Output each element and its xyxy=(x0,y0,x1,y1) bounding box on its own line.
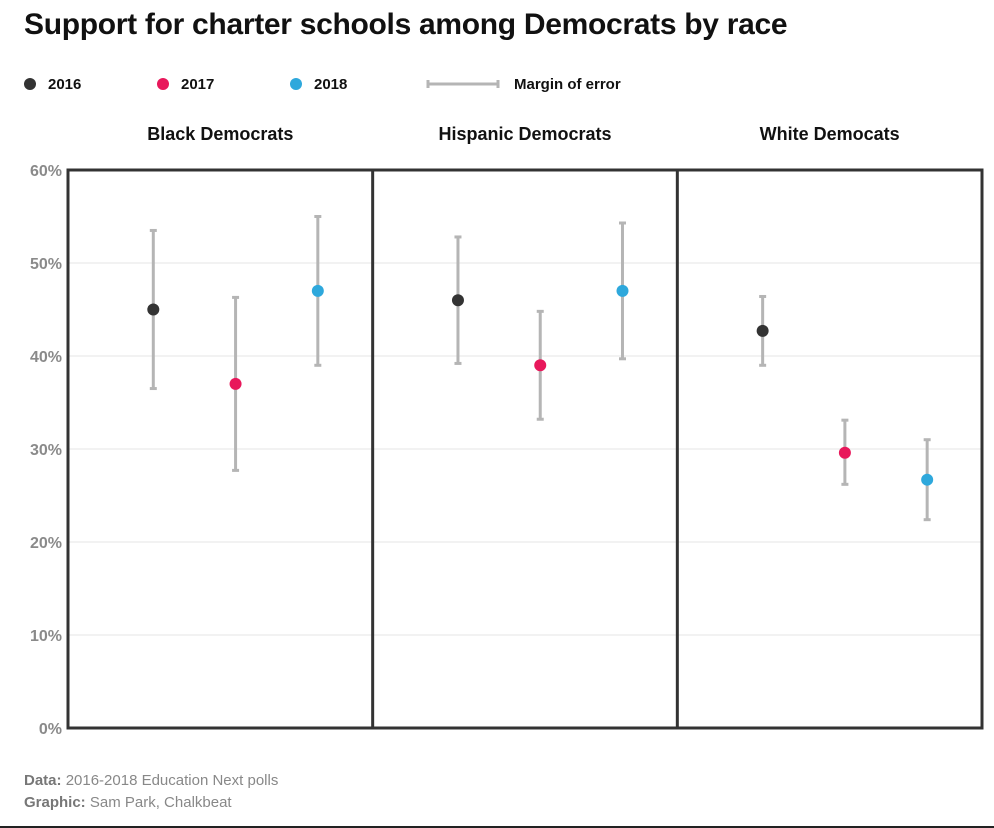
legend-item-2016: 2016 xyxy=(24,72,81,96)
footer-data-label: Data: xyxy=(24,772,62,789)
y-tick-label-60: 60% xyxy=(30,163,62,180)
legend-item-2018: 2018 xyxy=(290,72,347,96)
legend-dot-2018 xyxy=(290,78,302,90)
y-tick-label-40: 40% xyxy=(30,349,62,366)
legend-item-2017: 2017 xyxy=(157,72,214,96)
bottom-rule xyxy=(0,826,994,828)
y-tick-label-0: 0% xyxy=(39,721,62,738)
data-point-0-2016 xyxy=(147,303,160,316)
footer-data-text: 2016-2018 Education Next polls xyxy=(65,772,279,789)
y-tick-label-20: 20% xyxy=(30,535,62,552)
legend-dot-2017 xyxy=(157,78,169,90)
y-tick-label-50: 50% xyxy=(30,256,62,273)
data-point-2-2018 xyxy=(921,473,934,486)
footer-data-line: Data: 2016-2018 Education Next polls xyxy=(24,772,278,789)
data-point-1-2018 xyxy=(616,284,629,297)
y-tick-label-30: 30% xyxy=(30,442,62,459)
plot-frame xyxy=(66,168,984,730)
legend-label-2016: 2016 xyxy=(48,75,82,93)
footer-graphic-line: Graphic: Sam Park, Chalkbeat xyxy=(24,794,232,811)
footer-graphic-label: Graphic: xyxy=(24,794,86,811)
data-point-0-2018 xyxy=(311,284,324,297)
data-point-2-2017 xyxy=(838,446,851,459)
data-point-1-2016 xyxy=(451,294,464,307)
legend-label-2018: 2018 xyxy=(314,75,348,93)
legend-dot-2016 xyxy=(24,78,36,90)
y-tick-label-10: 10% xyxy=(30,628,62,645)
footer-graphic-text: Sam Park, Chalkbeat xyxy=(89,794,232,811)
panel-title-2: White Democats xyxy=(760,124,900,144)
panel-title-1: Hispanic Democrats xyxy=(438,124,611,144)
margin-of-error-icon xyxy=(426,80,500,88)
data-point-0-2017 xyxy=(229,377,242,390)
legend-item-margin-of-error: Margin of error xyxy=(426,72,621,96)
legend-label-margin-of-error: Margin of error xyxy=(514,75,621,93)
chart-plot-area: 0% 10% 20% 30% 40% 50% 60% Black Democrats Hispa… xyxy=(30,124,984,738)
chart-title: Support for charter schools among Democr… xyxy=(24,8,788,41)
legend-label-2017: 2017 xyxy=(181,75,215,93)
panel-title-0: Black Democrats xyxy=(147,124,293,144)
legend: 2016 2017 2018 Margin of error xyxy=(24,72,724,96)
data-point-1-2017 xyxy=(534,359,547,372)
data-point-2-2016 xyxy=(756,324,769,337)
